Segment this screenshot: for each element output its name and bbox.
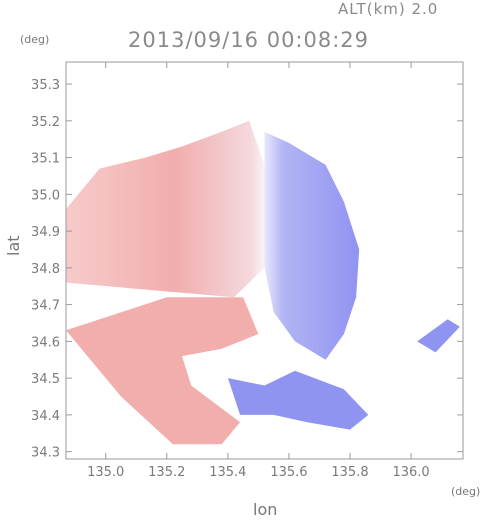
chart-title: 2013/09/16 00:08:29 — [128, 28, 370, 52]
x-tick-label: 136.0 — [392, 465, 429, 480]
y-tick-label: 34.5 — [31, 372, 60, 387]
plot-frame — [65, 61, 464, 460]
region-west-receding-sector — [66, 120, 265, 298]
region-east-approaching-sector — [264, 131, 360, 360]
x-tick-label: 135.4 — [209, 465, 246, 480]
region-far-east-echoes — [417, 319, 460, 353]
y-tick-label: 34.6 — [31, 335, 60, 350]
y-tick-label: 35.1 — [31, 152, 60, 167]
x-axis-unit: (deg) — [451, 485, 481, 498]
region-south-approaching-patch — [227, 370, 369, 430]
y-tick-label: 34.8 — [31, 262, 60, 277]
x-tick-label: 135.8 — [331, 465, 368, 480]
region-southwest-receding-arc — [66, 297, 259, 445]
x-tick-label: 135.0 — [87, 465, 124, 480]
y-axis-ticks: 34.3 34.4 34.5 34.6 34.7 34.8 34.9 35.0 35.1 35.2… — [31, 78, 463, 461]
x-tick-label: 135.2 — [148, 465, 185, 480]
x-axis-ticks: 135.0 135.2 135.4 135.6 135.8 136.0 — [87, 62, 430, 480]
y-tick-label: 35.2 — [31, 115, 60, 130]
x-axis-label: lon — [253, 500, 278, 519]
y-tick-label: 34.7 — [31, 299, 60, 314]
altitude-label: ALT(km) 2.0 — [338, 0, 439, 18]
echo-regions — [66, 120, 460, 445]
y-tick-label: 34.4 — [31, 409, 60, 424]
y-axis-unit: (deg) — [20, 33, 50, 46]
y-tick-label: 34.3 — [31, 446, 60, 461]
y-tick-label: 35.3 — [31, 78, 60, 93]
y-tick-label: 35.0 — [31, 188, 60, 203]
y-tick-label: 34.9 — [31, 225, 60, 240]
x-tick-label: 135.6 — [270, 465, 307, 480]
